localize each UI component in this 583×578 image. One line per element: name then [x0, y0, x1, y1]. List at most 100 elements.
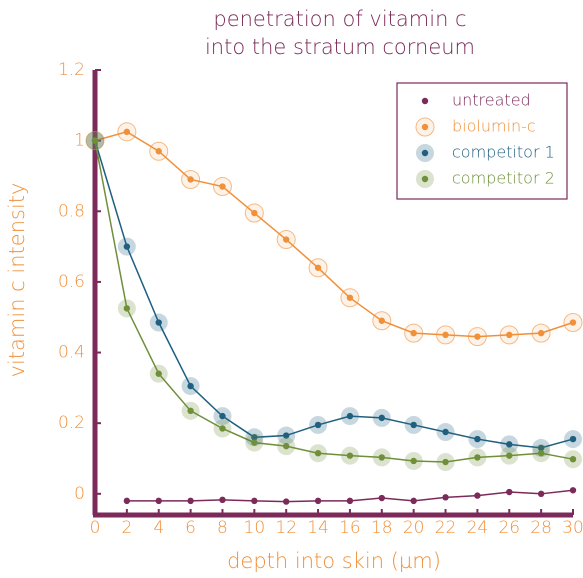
marker [569, 319, 577, 326]
y-tick-label: 0 [74, 484, 85, 504]
marker [378, 317, 385, 324]
marker [346, 294, 354, 301]
marker [187, 176, 194, 183]
marker [346, 452, 354, 459]
x-tick-label: 16 [339, 518, 361, 538]
marker [251, 439, 258, 446]
marker [187, 407, 194, 415]
marker [155, 370, 162, 377]
marker [346, 412, 354, 420]
marker [314, 264, 322, 271]
x-tick-label: 14 [307, 518, 329, 538]
marker [410, 329, 417, 337]
marker [123, 128, 131, 136]
marker [378, 414, 385, 422]
marker [155, 319, 162, 326]
y-axis-label: vitamin c intensity [5, 183, 29, 378]
x-tick-label: 6 [185, 518, 196, 538]
x-tick-label: 30 [562, 518, 583, 538]
marker [421, 123, 429, 131]
series-line [94, 140, 574, 449]
x-tick-label: 12 [275, 518, 297, 538]
x-axis-label: depth into skin (µm) [227, 549, 441, 573]
marker [187, 382, 194, 390]
marker [123, 497, 131, 505]
x-tick-label: 28 [530, 518, 552, 538]
marker [219, 425, 226, 432]
series-line [94, 130, 574, 338]
marker [506, 488, 513, 496]
marker [410, 421, 417, 429]
marker [442, 458, 449, 466]
marker [219, 183, 226, 190]
marker [421, 149, 429, 157]
marker [410, 457, 417, 465]
x-tick-label: 24 [467, 518, 489, 538]
series-line [94, 140, 574, 463]
marker [537, 449, 545, 457]
legend-label: competitor 1 [452, 143, 555, 162]
marker [506, 331, 513, 339]
marker [251, 497, 258, 505]
marker [410, 497, 417, 505]
y-tick-label: 1.2 [58, 60, 85, 80]
marker [474, 454, 481, 461]
marker [283, 498, 290, 505]
marker [421, 97, 429, 105]
marker [569, 455, 577, 463]
legend-label: competitor 2 [452, 169, 555, 188]
chart-title: penetration of vitamin c [213, 7, 466, 31]
marker [251, 209, 258, 217]
x-tick-label: 26 [498, 518, 520, 538]
marker [569, 435, 577, 443]
marker [283, 236, 290, 243]
marker [123, 305, 131, 312]
x-tick-label: 4 [153, 518, 164, 538]
marker [537, 444, 545, 452]
marker [442, 331, 449, 339]
chart-title: into the stratum corneum [205, 35, 475, 59]
x-tick-label: 0 [90, 518, 101, 538]
marker [474, 435, 481, 443]
y-tick-label: 1 [74, 131, 85, 151]
marker [123, 243, 131, 250]
marker [378, 494, 385, 502]
legend-label: untreated [452, 91, 531, 110]
x-tick-label: 22 [435, 518, 457, 538]
marker [283, 442, 290, 450]
marker [91, 137, 99, 144]
x-tick-label: 8 [217, 518, 228, 538]
marker [421, 175, 429, 183]
marker [283, 432, 290, 439]
y-tick-label: 0.2 [58, 413, 85, 433]
marker [187, 497, 194, 505]
marker [314, 449, 322, 457]
marker [537, 490, 545, 498]
x-tick-label: 20 [403, 518, 425, 538]
marker [569, 487, 577, 494]
marker [346, 497, 354, 505]
marker [155, 497, 162, 505]
marker [314, 497, 322, 505]
x-tick-label: 10 [244, 518, 266, 538]
marker [378, 454, 385, 461]
marker [474, 333, 481, 340]
y-tick-label: 0.8 [58, 201, 85, 221]
marker [219, 412, 226, 420]
marker [442, 428, 449, 436]
marker [251, 434, 258, 441]
marker [506, 441, 513, 448]
marker [219, 496, 226, 504]
marker [155, 148, 162, 155]
x-tick-label: 2 [121, 518, 132, 538]
legend-label: biolumin-c [452, 117, 536, 136]
marker [314, 421, 322, 429]
marker [537, 329, 545, 337]
x-tick-label: 18 [371, 518, 393, 538]
y-tick-label: 0.4 [58, 343, 85, 363]
marker [474, 492, 481, 499]
y-tick-label: 0.6 [58, 272, 85, 292]
marker [442, 494, 449, 501]
marker [506, 452, 513, 459]
